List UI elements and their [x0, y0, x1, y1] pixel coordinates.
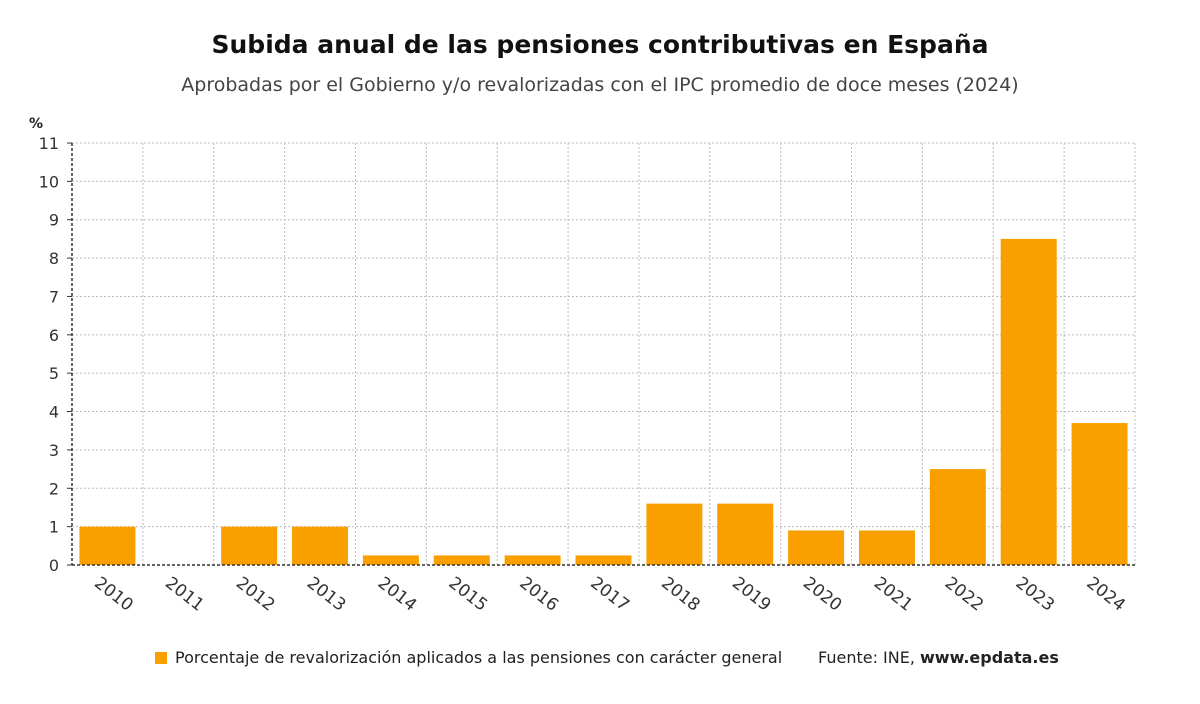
bar-2019: [717, 503, 774, 565]
legend-swatch: [155, 651, 167, 664]
x-tick-label: 2020: [799, 573, 845, 615]
bar-2015: [433, 555, 490, 565]
y-tick-label: 8: [49, 249, 59, 268]
y-tick-label: 3: [49, 441, 59, 460]
bar-2023: [1000, 238, 1057, 565]
x-tick-label: 2017: [586, 573, 632, 615]
bar-2021: [858, 530, 915, 565]
bar-2013: [292, 526, 349, 565]
legend: Porcentaje de revalorización aplicados a…: [155, 648, 782, 667]
y-tick-label: 1: [49, 518, 59, 537]
chart-title: Subida anual de las pensiones contributi…: [211, 30, 989, 59]
x-tick-label: 2010: [90, 573, 136, 615]
bar-2012: [221, 526, 278, 565]
x-tick-label: 2022: [941, 573, 987, 615]
y-tick-label: 2: [49, 479, 59, 498]
source-site: www.epdata.es: [920, 648, 1059, 667]
source-note: Fuente: INE, www.epdata.es: [818, 648, 1059, 667]
x-tick-label: 2012: [232, 573, 278, 615]
x-tick-label: 2016: [516, 573, 562, 615]
y-tick-label: 10: [39, 172, 59, 191]
bar-2017: [575, 555, 632, 565]
y-tick-label: 9: [49, 211, 59, 230]
y-tick-label: 5: [49, 364, 59, 383]
bar-2022: [929, 469, 986, 565]
y-tick-label: 4: [49, 403, 59, 422]
x-tick-label: 2021: [870, 573, 916, 615]
source-prefix: Fuente: INE,: [818, 648, 921, 667]
y-tick-label: 7: [49, 287, 59, 306]
x-tick-label: 2019: [728, 573, 774, 615]
x-tick-label: 2013: [303, 573, 349, 615]
y-tick-label: 6: [49, 326, 59, 345]
bar-2020: [788, 530, 845, 565]
y-tick-label: 11: [39, 134, 59, 153]
y-tick-label: 0: [49, 556, 59, 575]
y-axis-label: %: [29, 116, 43, 132]
bar-2018: [646, 503, 703, 565]
chart-subtitle: Aprobadas por el Gobierno y/o revaloriza…: [181, 74, 1019, 96]
x-tick-label: 2014: [374, 573, 420, 615]
x-tick-label: 2018: [657, 573, 703, 615]
x-tick-label: 2023: [1012, 573, 1058, 615]
x-tick-label: 2015: [445, 573, 491, 615]
bar-2014: [362, 555, 419, 565]
x-tick-label: 2024: [1082, 573, 1128, 615]
legend-label: Porcentaje de revalorización aplicados a…: [175, 648, 783, 667]
bar-2010: [79, 526, 136, 565]
bar-2016: [504, 555, 561, 565]
bar-2024: [1071, 423, 1128, 565]
x-tick-label: 2011: [161, 573, 207, 615]
